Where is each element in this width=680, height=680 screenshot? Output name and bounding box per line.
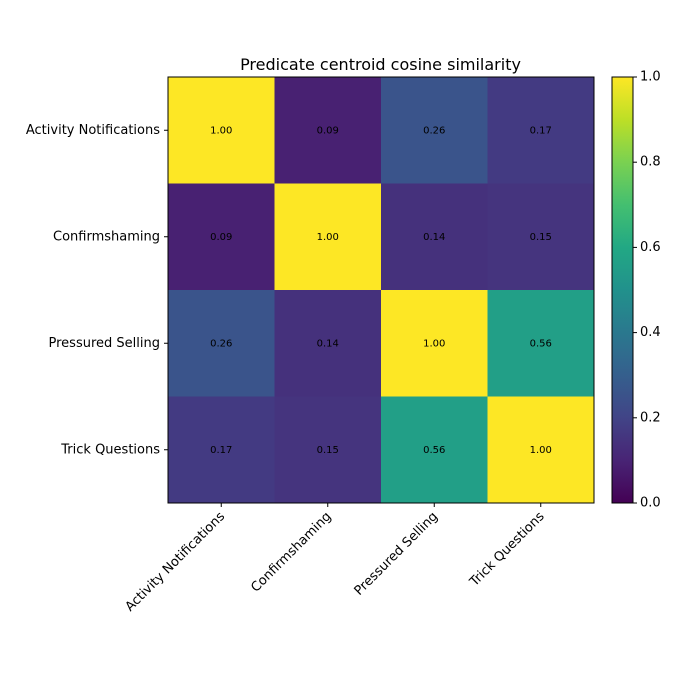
colorbar: 0.0 0.2 0.4 0.6 0.8 1.0 (611, 70, 661, 511)
cell-value-label: 0.14 (423, 232, 445, 243)
heatmap-cell-r2-c0 (168, 290, 275, 397)
colorbar-tick-label: 0.2 (640, 410, 661, 425)
cell-value-label: 0.17 (530, 125, 552, 136)
x-tick-label-pressured-selling: Pressured Selling (352, 509, 441, 598)
cell-value-label: 1.00 (423, 338, 445, 349)
heatmap-cell-r2-c3 (487, 290, 595, 397)
heatmap-cell-r2-c2 (381, 290, 488, 397)
y-tick-label-trick-questions: Trick Questions (60, 442, 160, 457)
chart-title: Predicate centroid cosine similarity (240, 55, 521, 74)
cell-value-label: 1.00 (210, 125, 232, 136)
y-tick-label-activity-notifications: Activity Notifications (26, 123, 160, 138)
colorbar-tick-label: 0.6 (640, 240, 661, 255)
heatmap-cell-r1-c3 (487, 183, 595, 291)
cell-value-label: 0.17 (210, 445, 232, 456)
heatmap-cell-r0-c3 (487, 77, 595, 184)
cell-value-label: 1.00 (317, 232, 339, 243)
heatmap-cell-r0-c2 (381, 77, 488, 184)
x-axis: Activity Notifications Confirmshaming Pres… (123, 503, 548, 615)
heatmap-cells (168, 77, 595, 504)
cell-value-label: 0.56 (530, 338, 552, 349)
heatmap-cell-r1-c1 (274, 183, 382, 291)
cell-value-label: 0.09 (317, 125, 339, 136)
colorbar-tick-label: 0.4 (640, 325, 661, 340)
colorbar-tick-label: 0.0 (640, 496, 661, 511)
colorbar-tick-label: 0.8 (640, 155, 661, 170)
cell-value-label: 0.09 (210, 232, 232, 243)
plot-frame (167, 76, 595, 504)
heatmap-cell-r3-c3 (487, 396, 595, 504)
heatmap-cell-r1-c0 (168, 183, 275, 291)
cell-value-label: 0.15 (530, 232, 552, 243)
y-tick-label-confirmshaming: Confirmshaming (53, 229, 160, 244)
x-tick-label-activity-notifications: Activity Notifications (123, 509, 229, 615)
heatmap-cell-r3-c0 (168, 396, 275, 504)
x-tick-label-trick-questions: Trick Questions (466, 509, 547, 590)
heatmap-cell-r1-c2 (381, 183, 488, 291)
heatmap-cell-r0-c1 (274, 77, 382, 184)
heatmap-cell-labels: 1.00 0.09 0.26 0.17 0.09 1.00 0.14 0.15 0.26 0.14… (210, 125, 552, 456)
heatmap-cell-r2-c1 (274, 290, 382, 397)
heatmap-cell-r0-c0 (168, 77, 275, 184)
cell-value-label: 0.26 (210, 338, 232, 349)
cell-value-label: 0.14 (317, 338, 339, 349)
heatmap-cell-r3-c1 (274, 396, 382, 504)
cell-value-label: 0.56 (423, 445, 445, 456)
heatmap-cell-r3-c2 (381, 396, 488, 504)
x-tick-label-confirmshaming: Confirmshaming (248, 509, 334, 595)
colorbar-gradient (611, 76, 634, 504)
cell-value-label: 0.15 (317, 445, 339, 456)
colorbar-tick-label: 1.0 (640, 70, 661, 85)
y-tick-label-pressured-selling: Pressured Selling (49, 336, 160, 351)
cell-value-label: 0.26 (423, 125, 445, 136)
cell-value-label: 1.00 (530, 445, 552, 456)
y-axis: Activity Notifications Confirmshaming Pres… (26, 123, 168, 457)
